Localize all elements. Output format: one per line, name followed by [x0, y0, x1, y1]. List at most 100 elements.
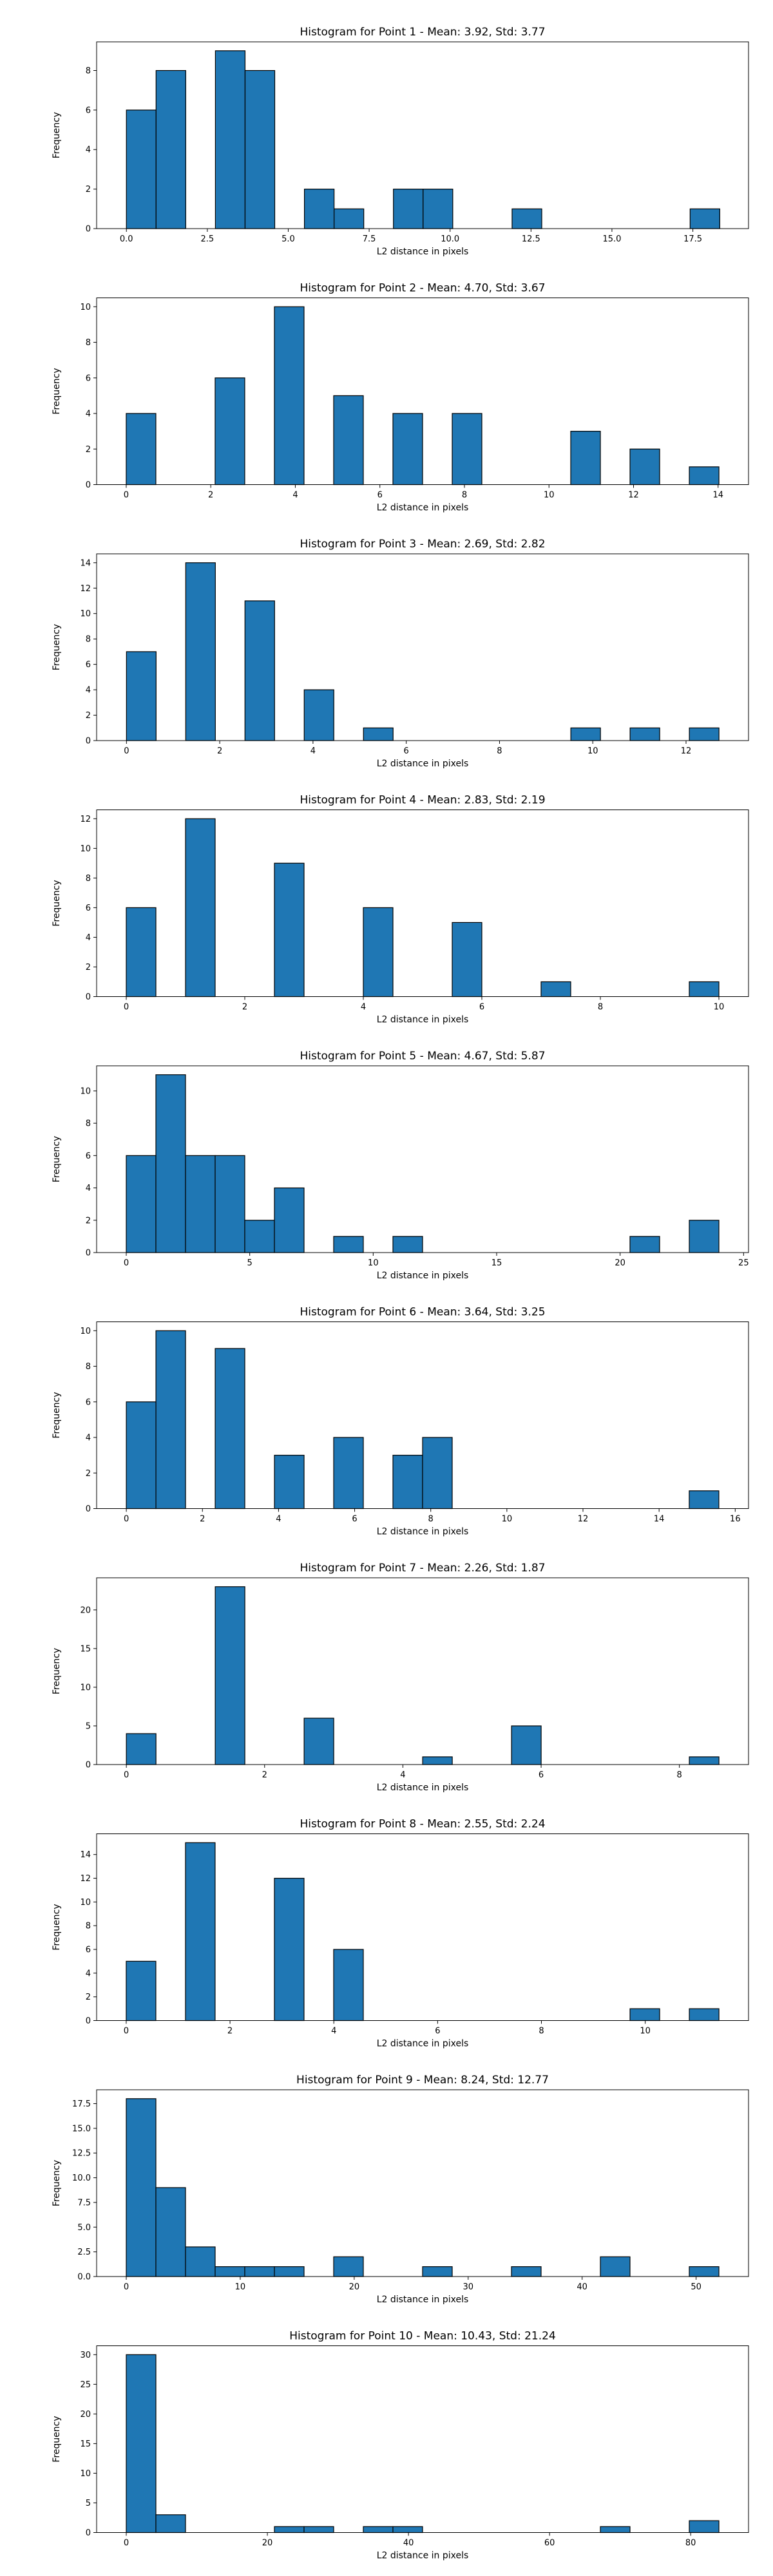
histogram-bar — [570, 431, 601, 486]
histogram-bar — [333, 1236, 364, 1253]
y-tick-label: 2 — [86, 445, 91, 455]
histogram-bar — [155, 2514, 186, 2533]
x-tick-label: 14 — [712, 491, 723, 500]
x-tick-label: 2 — [227, 2027, 233, 2036]
y-axis-label: Frequency — [52, 624, 62, 670]
y-tick-label: 10.0 — [72, 2174, 91, 2183]
x-tick-label: 8 — [598, 1003, 603, 1012]
y-tick-label: 15.0 — [72, 2124, 91, 2134]
histogram-bar — [689, 208, 720, 229]
histogram-bar — [452, 413, 482, 486]
histogram-bar — [629, 727, 660, 741]
histogram-panel-3: Histogram for Point 3 - Mean: 2.69, Std:… — [52, 538, 749, 769]
x-tick-label: 12 — [628, 491, 639, 500]
histogram-bar — [689, 1490, 720, 1510]
histogram-bar — [126, 109, 157, 229]
x-tick-label: 2.5 — [201, 234, 215, 244]
x-tick-label: 0 — [124, 1515, 129, 1524]
x-tick-label: 10.0 — [441, 234, 459, 244]
x-tick-label: 60 — [544, 2539, 555, 2548]
y-tick-label: 6 — [86, 106, 91, 115]
histogram-bar — [452, 922, 482, 998]
x-axis-label: L2 distance in pixels — [377, 503, 469, 513]
x-tick-label: 6 — [404, 746, 409, 756]
chart-title: Histogram for Point 6 - Mean: 3.64, Std:… — [300, 1306, 545, 1319]
x-tick-label: 2 — [262, 1770, 267, 1780]
y-tick-label: 0 — [86, 2528, 91, 2538]
x-tick-label: 2 — [208, 491, 213, 500]
histogram-bar — [363, 2526, 394, 2533]
y-tick-label: 15 — [80, 1644, 91, 1654]
x-tick-label: 12 — [681, 746, 692, 756]
histogram-bar — [333, 1949, 364, 2022]
x-tick-label: 40 — [577, 2282, 587, 2292]
histogram-bar — [303, 1718, 334, 1765]
histogram-bar — [126, 1401, 157, 1510]
histogram-bar — [244, 70, 276, 229]
y-axis-label: Frequency — [52, 2160, 62, 2206]
x-tick-label: 15.0 — [602, 234, 621, 244]
y-tick-label: 10 — [80, 609, 91, 619]
x-tick-label: 4 — [310, 746, 316, 756]
chart-title: Histogram for Point 7 - Mean: 2.26, Std:… — [300, 1562, 545, 1575]
x-axis-label: L2 distance in pixels — [377, 2295, 469, 2305]
chart-title: Histogram for Point 2 - Mean: 4.70, Std:… — [300, 282, 545, 295]
x-tick-label: 0 — [124, 2027, 129, 2036]
histogram-bar — [126, 907, 157, 998]
y-tick-label: 10 — [80, 844, 91, 854]
y-axis-label: Frequency — [52, 1904, 62, 1950]
x-tick-label: 0 — [124, 1258, 129, 1268]
y-tick-label: 4 — [86, 933, 91, 943]
x-tick-label: 50 — [691, 2282, 701, 2292]
y-tick-label: 20 — [80, 2410, 91, 2420]
histogram-bar — [333, 1437, 364, 1510]
y-tick-label: 2 — [86, 1216, 91, 1226]
histogram-bar — [185, 562, 216, 741]
x-tick-label: 4 — [292, 491, 298, 500]
histogram-bar — [274, 2526, 305, 2533]
x-axis-label: L2 distance in pixels — [377, 1783, 469, 1793]
histogram-bar — [126, 413, 157, 486]
x-tick-label: 20 — [349, 2282, 360, 2292]
chart-title: Histogram for Point 8 - Mean: 2.55, Std:… — [300, 1818, 545, 1831]
x-axis-label: L2 distance in pixels — [377, 2039, 469, 2049]
histogram-bar — [274, 2266, 305, 2277]
histogram-bar — [155, 70, 186, 229]
histogram-bar — [689, 1756, 720, 1765]
axes-frame — [96, 2345, 749, 2533]
histogram-bar — [126, 2098, 157, 2277]
y-tick-label: 10 — [80, 1327, 91, 1336]
axes-frame — [96, 1321, 749, 1509]
y-tick-label: 12.5 — [72, 2149, 91, 2159]
x-tick-label: 8 — [462, 491, 467, 500]
y-tick-label: 4 — [86, 1434, 91, 1443]
x-tick-label: 2 — [200, 1515, 205, 1524]
histogram-bar — [303, 2526, 334, 2533]
x-tick-label: 5.0 — [282, 234, 295, 244]
y-tick-label: 17.5 — [72, 2099, 91, 2109]
x-tick-label: 30 — [463, 2282, 473, 2292]
y-tick-label: 6 — [86, 1151, 91, 1161]
x-tick-label: 16 — [730, 1515, 741, 1524]
chart-title: Histogram for Point 4 - Mean: 2.83, Std:… — [300, 794, 545, 807]
x-tick-label: 10 — [640, 2027, 651, 2036]
histogram-bar — [689, 466, 720, 486]
y-tick-label: 25 — [80, 2380, 91, 2390]
histogram-bar — [215, 1348, 245, 1510]
histogram-bar — [689, 2008, 720, 2022]
x-tick-label: 14 — [654, 1515, 665, 1524]
x-axis-label: L2 distance in pixels — [377, 759, 469, 769]
y-tick-label: 7.5 — [77, 2198, 91, 2208]
histogram-bar — [570, 727, 601, 741]
y-tick-label: 0 — [86, 225, 91, 234]
histogram-bar — [244, 600, 275, 741]
x-tick-label: 10 — [502, 1515, 513, 1524]
x-tick-label: 10 — [368, 1258, 379, 1268]
x-tick-label: 25 — [738, 1258, 749, 1268]
y-tick-label: 0.0 — [77, 2273, 91, 2282]
histogram-panel-6: Histogram for Point 6 - Mean: 3.64, Std:… — [52, 1306, 749, 1537]
histogram-bar — [600, 2526, 631, 2533]
y-tick-label: 2 — [86, 1993, 91, 2002]
y-tick-label: 5.0 — [77, 2223, 91, 2233]
